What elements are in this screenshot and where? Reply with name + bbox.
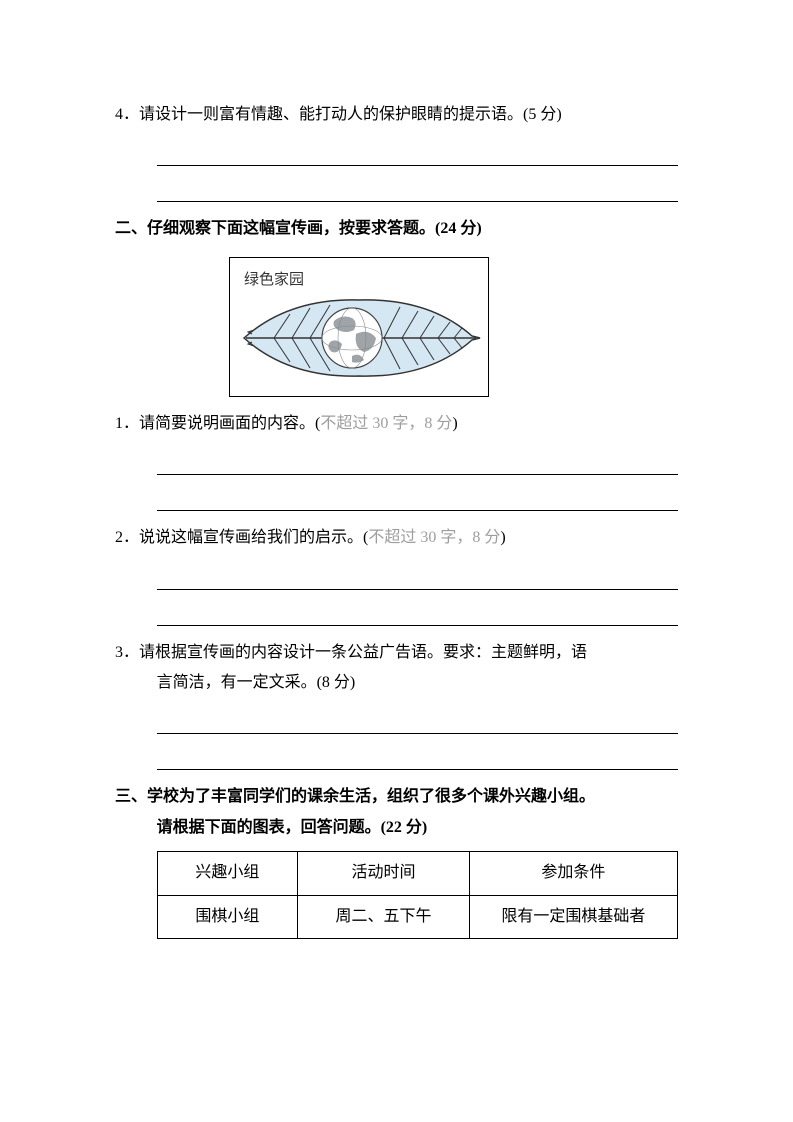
th-group: 兴趣小组 [157, 852, 298, 895]
s2q2-text: 2．说说这幅宣传画给我们的启示。(不超过 30 字，8 分) [115, 523, 678, 553]
td-group: 围棋小组 [157, 895, 298, 938]
s2q2-suffix: ) [500, 529, 505, 546]
section-2-head: 二、仔细观察下面这幅宣传画，按要求答题。(24 分) [115, 214, 678, 244]
interest-group-table: 兴趣小组 活动时间 参加条件 围棋小组 周二、五下午 限有一定围棋基础者 [157, 851, 678, 939]
promo-image-box: 绿色家园 [229, 257, 489, 397]
section-3-line2: 请根据下面的图表，回答问题。(22 分) [115, 813, 678, 843]
th-cond: 参加条件 [469, 852, 677, 895]
blank-line [157, 738, 678, 770]
section-3-table-wrap: 兴趣小组 活动时间 参加条件 围棋小组 周二、五下午 限有一定围棋基础者 [115, 851, 678, 939]
td-time: 周二、五下午 [298, 895, 470, 938]
th-time: 活动时间 [298, 852, 470, 895]
q4-blanks [115, 134, 678, 202]
blank-line [157, 702, 678, 734]
s2q1-blanks [115, 443, 678, 511]
s2q3-blanks [115, 702, 678, 770]
section-2-q2: 2．说说这幅宣传画给我们的启示。(不超过 30 字，8 分) [115, 523, 678, 625]
s2q1-suffix: ) [452, 415, 457, 432]
s2q3-line1: 3．请根据宣传画的内容设计一条公益广告语。要求：主题鲜明，语 [115, 638, 678, 668]
leaf-globe-illustration [234, 286, 484, 390]
section-2-q1: 1．请简要说明画面的内容。(不超过 30 字，8 分) [115, 409, 678, 511]
s2q1-prefix: 1．请简要说明画面的内容。( [115, 415, 320, 432]
td-cond: 限有一定围棋基础者 [469, 895, 677, 938]
s2q1-text: 1．请简要说明画面的内容。(不超过 30 字，8 分) [115, 409, 678, 439]
s2q2-prefix: 2．说说这幅宣传画给我们的启示。( [115, 529, 368, 546]
s2q2-blanks [115, 558, 678, 626]
question-4: 4．请设计一则富有情趣、能打动人的保护眼睛的提示语。(5 分) [115, 100, 678, 202]
section-3-line1: 三、学校为了丰富同学们的课余生活，组织了很多个课外兴趣小组。 [115, 782, 678, 812]
table-row: 围棋小组 周二、五下午 限有一定围棋基础者 [157, 895, 677, 938]
blank-line [157, 479, 678, 511]
section-2-q3: 3．请根据宣传画的内容设计一条公益广告语。要求：主题鲜明，语 言简洁，有一定文采… [115, 638, 678, 771]
blank-line [157, 594, 678, 626]
s2q1-hint: 不超过 30 字，8 分 [320, 415, 452, 432]
table-header-row: 兴趣小组 活动时间 参加条件 [157, 852, 677, 895]
section-3: 三、学校为了丰富同学们的课余生活，组织了很多个课外兴趣小组。 请根据下面的图表，… [115, 782, 678, 939]
blank-line [157, 170, 678, 202]
section-2-text: 二、仔细观察下面这幅宣传画，按要求答题。(24 分) [115, 214, 678, 244]
blank-line [157, 558, 678, 590]
blank-line [157, 134, 678, 166]
s2q2-hint: 不超过 30 字，8 分 [368, 529, 500, 546]
blank-line [157, 443, 678, 475]
s2q3-line2: 言简洁，有一定文采。(8 分) [115, 668, 678, 698]
q4-text: 4．请设计一则富有情趣、能打动人的保护眼睛的提示语。(5 分) [115, 100, 678, 130]
